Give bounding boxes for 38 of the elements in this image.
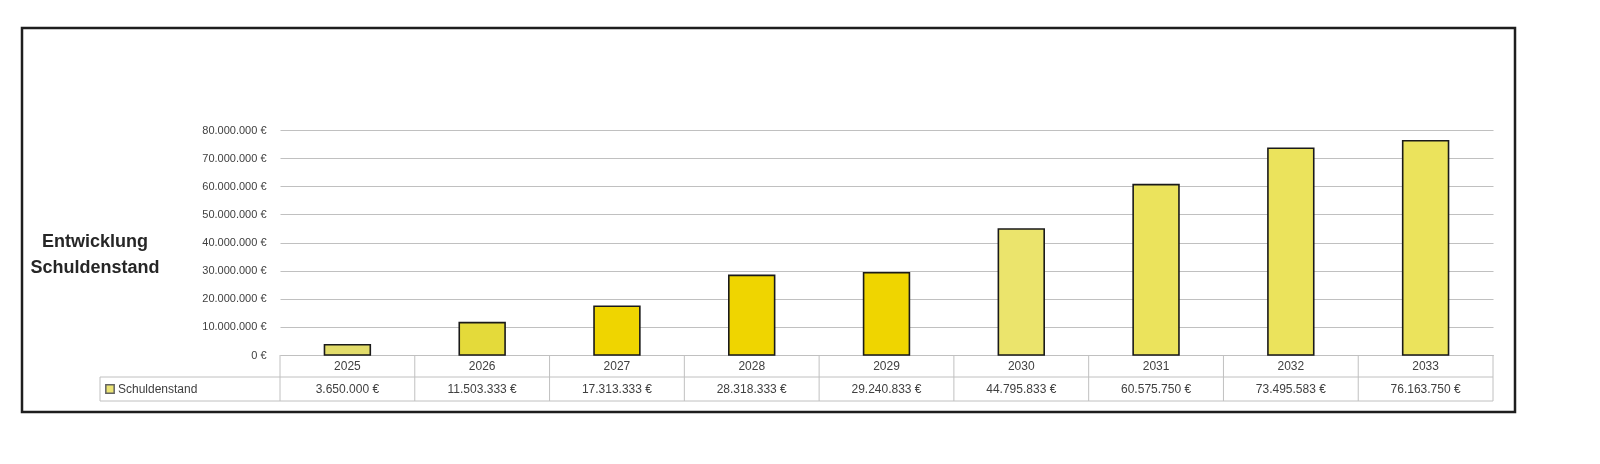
bar bbox=[728, 274, 776, 356]
data-label: 73.495.583 € bbox=[1255, 382, 1327, 396]
y-tick-label: 60.000.000 € bbox=[202, 179, 267, 192]
bar bbox=[323, 343, 372, 356]
data-label: 29.240.833 € bbox=[851, 382, 922, 396]
x-tick-label: 2029 bbox=[873, 358, 901, 373]
bar bbox=[458, 321, 506, 356]
y-tick-label: 80.000.000 € bbox=[202, 123, 267, 136]
text: Entwicklung Schuldenstand bbox=[30, 230, 160, 277]
data-label: 3.650.000 € bbox=[315, 382, 380, 396]
x-tick-label: 2026 bbox=[468, 358, 496, 373]
bar bbox=[862, 271, 911, 356]
y-tick-label: 10.000.000 € bbox=[202, 320, 267, 333]
x-tick-label: 2032 bbox=[1277, 358, 1305, 373]
y-tick-label: 40.000.000 € bbox=[202, 236, 267, 248]
y-tick-label: 0 € bbox=[251, 348, 267, 361]
x-tick-label: 2027 bbox=[603, 358, 631, 373]
y-tick-label: 20.000.000 € bbox=[202, 292, 267, 305]
y-tick-label: 70.000.000 € bbox=[202, 151, 267, 164]
y-tick-label: 30.000.000 € bbox=[202, 264, 267, 277]
data-label: 44.795.833 € bbox=[986, 382, 1057, 396]
x-tick-label: 2031 bbox=[1142, 358, 1170, 373]
data-label: 60.575.750 € bbox=[1121, 382, 1192, 396]
x-tick-label: 2033 bbox=[1412, 358, 1440, 373]
bar bbox=[1132, 183, 1180, 356]
bar bbox=[1267, 147, 1315, 356]
bar bbox=[593, 305, 641, 356]
data-label: 28.318.333 € bbox=[716, 382, 788, 396]
x-tick-label: 2030 bbox=[1007, 358, 1035, 373]
data-label: 17.313.333 € bbox=[581, 382, 653, 396]
x-tick-label: 2025 bbox=[334, 358, 362, 373]
bar bbox=[1401, 139, 1450, 356]
y-tick-label: 50.000.000 € bbox=[202, 207, 267, 220]
x-tick-label: 2028 bbox=[738, 358, 766, 373]
legend-label: Schuldenstand bbox=[118, 382, 198, 396]
data-label: 76.163.750 € bbox=[1390, 382, 1461, 396]
data-label: 11.503.333 € bbox=[447, 382, 518, 396]
bar bbox=[997, 228, 1045, 356]
